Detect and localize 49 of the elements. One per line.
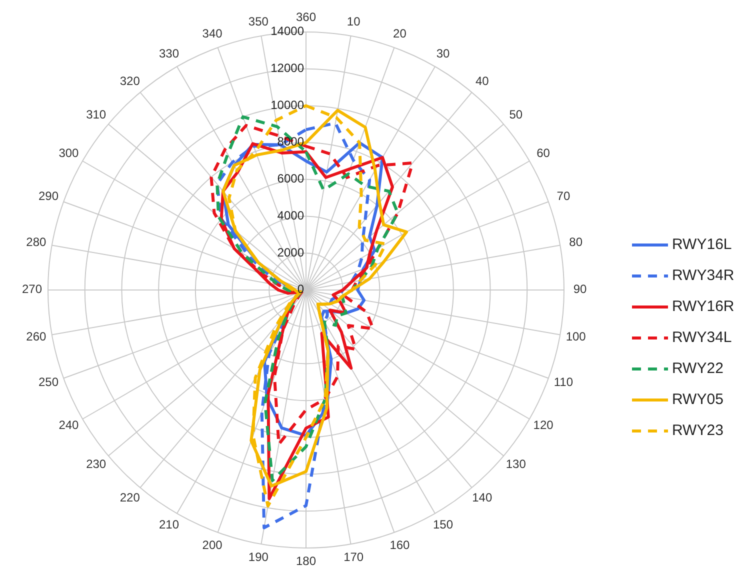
spoke-label: 290 <box>38 189 59 204</box>
legend-label: RWY05 <box>672 390 724 408</box>
spoke-label: 310 <box>86 107 106 122</box>
spoke-label: 210 <box>158 518 180 532</box>
spoke-label: 360 <box>296 10 316 24</box>
spoke-label: 340 <box>202 26 223 41</box>
spoke-label: 120 <box>533 418 554 432</box>
y-tick-label: 10000 <box>270 98 304 112</box>
spoke-label: 50 <box>509 107 523 122</box>
y-tick-label: 12000 <box>270 61 304 76</box>
spoke-label: 270 <box>22 282 42 296</box>
spoke-label: 350 <box>248 14 269 28</box>
y-tick-label: 2000 <box>277 245 304 260</box>
spoke-label: 220 <box>120 490 140 505</box>
spoke-label: 330 <box>158 46 180 61</box>
legend-label: RWY34L <box>672 328 732 346</box>
spoke-label: 160 <box>390 538 410 552</box>
spoke-label: 140 <box>472 490 492 505</box>
spoke-label: 170 <box>344 550 364 564</box>
spoke-label: 100 <box>566 329 586 344</box>
legend-label: RWY23 <box>672 422 724 439</box>
spoke-label: 110 <box>554 375 574 390</box>
y-tick-label: 14000 <box>270 24 304 38</box>
legend-label: RWY34R <box>672 266 734 284</box>
spoke-label: 10 <box>346 14 361 28</box>
spoke-label: 130 <box>506 457 526 472</box>
legend-label: RWY16R <box>672 298 734 315</box>
spoke-label: 240 <box>58 418 80 432</box>
spoke-label: 30 <box>436 46 450 61</box>
spoke-label: 90 <box>573 282 587 296</box>
spoke-label: 260 <box>26 329 46 344</box>
spoke-label: 230 <box>86 457 106 472</box>
spoke-label: 70 <box>556 189 570 204</box>
spoke-label: 250 <box>38 375 59 390</box>
spoke-label: 80 <box>569 234 583 249</box>
spoke-label: 150 <box>432 518 454 532</box>
spoke-label: 200 <box>202 538 223 552</box>
legend-label: RWY22 <box>672 360 724 377</box>
y-tick-label: 4000 <box>277 208 304 222</box>
spoke-label: 300 <box>58 146 80 160</box>
spoke-label: 280 <box>26 234 46 249</box>
spoke-label: 180 <box>296 554 316 568</box>
spoke-label: 40 <box>475 74 490 88</box>
spoke-label: 190 <box>248 550 269 564</box>
spoke-label: 20 <box>393 26 407 41</box>
y-tick-label: 6000 <box>277 172 304 186</box>
legend-label: RWY16L <box>672 236 732 253</box>
spoke-label: 320 <box>120 74 140 88</box>
spoke-label: 60 <box>536 146 550 160</box>
